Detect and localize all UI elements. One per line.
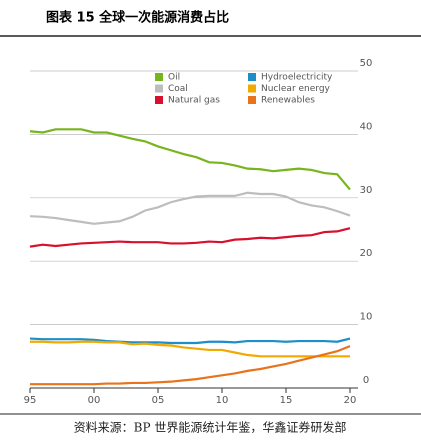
- y-tick-label: 10: [360, 312, 373, 323]
- chart-title: 图表 15 全球一次能源消费占比: [46, 10, 229, 26]
- x-tick-label: 15: [280, 395, 293, 406]
- x-tick-label: 95: [24, 395, 37, 406]
- legend-swatch: [155, 73, 163, 81]
- series-line: [30, 345, 351, 386]
- legend-swatch: [155, 84, 163, 93]
- series-line: [29, 191, 351, 225]
- series-line: [29, 337, 351, 345]
- x-tick-label: 10: [216, 395, 229, 406]
- legend-swatch: [248, 84, 256, 93]
- legend-swatch: [155, 96, 163, 104]
- legend-swatch: [248, 96, 256, 104]
- series-line: [29, 128, 351, 191]
- legend-label: Oil: [168, 73, 180, 83]
- series-line: [30, 340, 350, 358]
- y-tick-label: 20: [360, 248, 373, 259]
- legend-label: Hydroelectricity: [261, 73, 333, 83]
- x-tick-label: 00: [88, 395, 101, 406]
- y-tick-label: 40: [360, 121, 373, 132]
- y-tick-label: 0: [363, 375, 369, 386]
- legend-label: Nuclear energy: [261, 84, 331, 94]
- y-tick-label: 50: [360, 58, 373, 69]
- y-tick-label: 30: [360, 185, 373, 196]
- legend-label: Renewables: [261, 96, 315, 106]
- legend-label: Natural gas: [168, 96, 220, 106]
- x-tick-label: 05: [152, 395, 165, 406]
- series-line: [29, 227, 351, 248]
- source-note: 资料来源：BP 世界能源统计年鉴，华鑫证券研发部: [74, 420, 347, 435]
- x-tick-label: 20: [344, 395, 357, 406]
- legend-swatch: [248, 73, 256, 81]
- legend-label: Coal: [168, 84, 188, 94]
